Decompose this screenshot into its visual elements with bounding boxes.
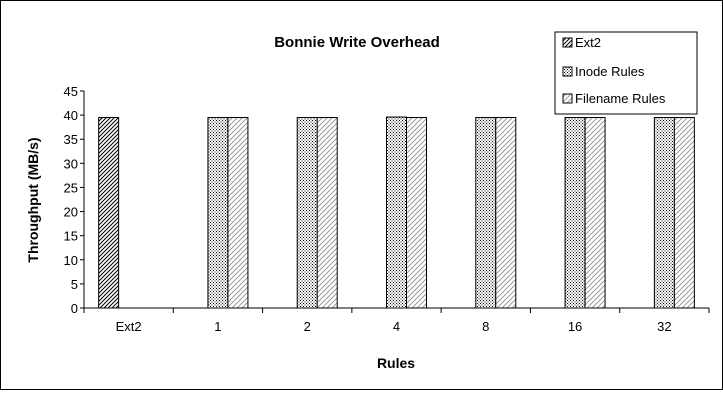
y-axis-ticks: 0 5 10 15 20 25 30 35 40 45 <box>64 84 84 316</box>
y-tick-label: 15 <box>64 229 78 244</box>
bar-filename-rules <box>584 117 606 309</box>
bar-filename-rules <box>316 117 338 309</box>
bars-group <box>98 116 695 309</box>
x-tick-label: 4 <box>393 319 400 334</box>
legend-swatch-filename-rules <box>562 93 573 104</box>
y-axis-label: Throughput (MB/s) <box>25 137 41 262</box>
x-tick-label: 1 <box>214 319 221 334</box>
y-tick-label: 10 <box>64 253 78 268</box>
y-tick-label: 40 <box>64 108 78 123</box>
x-tick-label: 16 <box>568 319 582 334</box>
bar-ext2 <box>98 117 120 309</box>
y-tick-label: 35 <box>64 132 78 147</box>
legend-swatch-ext2 <box>562 37 573 48</box>
bar-inode-rules <box>475 117 497 309</box>
y-tick-label: 30 <box>64 156 78 171</box>
x-axis-label: Rules <box>377 355 415 371</box>
bar-filename-rules <box>406 117 427 309</box>
x-axis-ticks: Ext2 1 2 4 8 16 32 <box>83 308 710 334</box>
legend-label-filename-rules: Filename Rules <box>575 91 666 106</box>
legend-swatch-inode-rules <box>562 66 573 77</box>
y-tick-label: 20 <box>64 205 78 220</box>
y-tick-label: 25 <box>64 180 78 195</box>
bar-inode-rules <box>386 116 407 309</box>
x-tick-label: Ext2 <box>116 319 142 334</box>
legend-label-ext2: Ext2 <box>575 35 601 50</box>
x-tick-label: 8 <box>482 319 489 334</box>
legend-label-inode-rules: Inode Rules <box>575 64 645 79</box>
bar-inode-rules <box>296 117 318 309</box>
y-tick-label: 5 <box>71 277 78 292</box>
x-tick-label: 32 <box>657 319 671 334</box>
chart-title: Bonnie Write Overhead <box>274 34 440 51</box>
bar-filename-rules <box>227 117 249 309</box>
legend-box <box>554 31 698 115</box>
y-tick-label: 0 <box>71 301 78 316</box>
bar-inode-rules <box>207 117 229 309</box>
legend: Ext2 Inode Rules Filename Rules <box>554 31 698 115</box>
x-tick-label: 2 <box>304 319 311 334</box>
bar-filename-rules <box>495 117 517 309</box>
bar-inode-rules <box>564 117 586 309</box>
bar-inode-rules <box>653 117 675 309</box>
bar-filename-rules <box>673 117 695 309</box>
y-tick-label: 45 <box>64 84 78 99</box>
